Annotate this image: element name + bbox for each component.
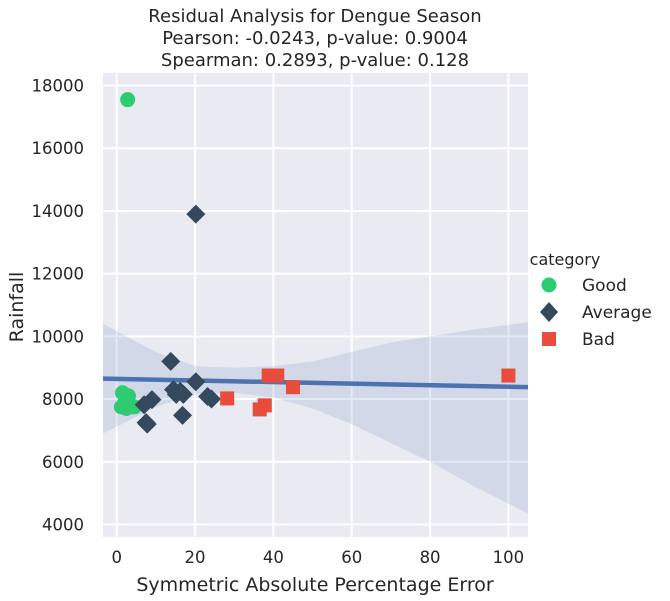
- average-point: [173, 384, 193, 404]
- y-tick-labels: 4000 6000 8000 10000 12000 14000 16000 18000: [32, 77, 85, 535]
- bad-point: [220, 391, 235, 406]
- y-axis-label: Rainfall: [6, 272, 28, 343]
- legend-title: category: [530, 250, 601, 269]
- bad-point: [285, 380, 300, 395]
- regression-line: [102, 376, 529, 390]
- x-tick-label: 80: [420, 548, 441, 567]
- x-tick-labels: 0 20 40 60 80 100: [111, 548, 524, 567]
- x-tick-label: 100: [493, 548, 525, 567]
- x-tick-label: 60: [341, 548, 362, 567]
- average-point: [161, 351, 181, 371]
- good-point: [120, 92, 136, 108]
- y-tick-label: 16000: [32, 139, 85, 158]
- confidence-band-layer: [103, 322, 528, 514]
- average-point: [186, 204, 206, 224]
- x-tick-label: 40: [263, 548, 284, 567]
- plot-area: [103, 73, 528, 537]
- legend-bad-marker: [542, 332, 556, 346]
- data-points: [113, 92, 516, 434]
- confidence-band: [103, 322, 528, 514]
- bad-point: [252, 402, 267, 417]
- y-tick-label: 18000: [32, 77, 85, 96]
- y-tick-label: 8000: [42, 390, 84, 409]
- legend: category Good Average Bad: [530, 250, 652, 350]
- x-tick-label: 20: [185, 548, 206, 567]
- legend-bad-label: Bad: [582, 330, 615, 350]
- y-tick-label: 10000: [32, 327, 85, 346]
- average-point: [134, 395, 154, 415]
- bad-point: [501, 368, 516, 383]
- legend-good-label: Good: [582, 276, 627, 296]
- y-tick-label: 6000: [42, 453, 84, 472]
- title-line-1: Residual Analysis for Dengue Season: [148, 6, 481, 27]
- x-axis-label: Symmetric Absolute Percentage Error: [136, 574, 494, 596]
- bad-point: [270, 368, 285, 383]
- x-tick-label: 0: [111, 548, 122, 567]
- chart-title: Residual Analysis for Dengue Season Pear…: [148, 6, 481, 71]
- average-point: [173, 405, 193, 425]
- average-point: [202, 389, 222, 409]
- average-point: [137, 414, 157, 434]
- y-tick-label: 12000: [32, 265, 85, 284]
- y-tick-label: 14000: [32, 202, 85, 221]
- regression-line-layer: [102, 376, 529, 390]
- title-line-2: Pearson: -0.0243, p-value: 0.9004: [162, 28, 468, 49]
- title-line-3: Spearman: 0.2893, p-value: 0.128: [161, 50, 469, 71]
- y-tick-label: 4000: [42, 515, 84, 534]
- good-point: [119, 400, 135, 416]
- legend-good-marker: [541, 277, 557, 293]
- legend-average-marker: [540, 302, 558, 322]
- average-point: [186, 372, 206, 392]
- legend-average-label: Average: [582, 303, 652, 323]
